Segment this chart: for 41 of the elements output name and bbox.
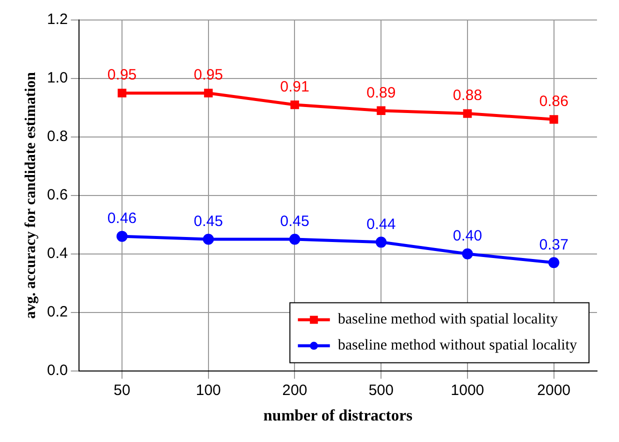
data-label: 0.89 — [366, 84, 396, 102]
x-tick-label: 500 — [368, 382, 394, 399]
point — [548, 257, 560, 268]
data-label: 0.95 — [107, 66, 137, 84]
point — [116, 230, 128, 242]
point — [549, 115, 558, 124]
x-tick-label: 50 — [114, 382, 130, 399]
data-label: 0.45 — [280, 212, 310, 230]
x-axis-title: number of distractors — [263, 408, 412, 425]
data-label: 0.45 — [194, 212, 223, 230]
y-tick-label: 0.2 — [46, 303, 68, 320]
data-label: 0.86 — [539, 93, 568, 110]
y-tick-label: 0.0 — [46, 362, 68, 379]
data-label: 0.40 — [452, 228, 482, 245]
x-tick-label: 200 — [282, 382, 308, 399]
legend-label: baseline method without spatial locality — [338, 338, 578, 354]
point — [462, 248, 473, 260]
y-tick-label: 1.2 — [46, 11, 68, 28]
point — [463, 109, 472, 118]
x-tick-label: 1000 — [450, 382, 484, 399]
point — [289, 234, 300, 245]
legend-label: baseline method with spatial locality — [338, 312, 558, 328]
y-tick-label: 0.4 — [46, 245, 68, 262]
point — [202, 234, 214, 245]
data-label: 0.88 — [452, 87, 482, 104]
data-label: 0.37 — [539, 236, 568, 254]
y-tick-label: 0.8 — [46, 128, 68, 146]
y-tick-label: 0.6 — [46, 186, 68, 204]
data-label: 0.95 — [194, 66, 223, 84]
point — [376, 236, 387, 248]
data-label: 0.46 — [107, 210, 137, 227]
data-label: 0.44 — [366, 216, 396, 233]
x-tick-label: 100 — [196, 382, 221, 399]
y-tick-label: 1.0 — [46, 70, 68, 87]
point — [118, 88, 126, 98]
y-axis-title: avg. accuracy for candidate estimation — [22, 71, 39, 319]
point — [290, 100, 300, 110]
data-label: 0.91 — [280, 78, 310, 96]
point — [204, 88, 213, 98]
x-tick-label: 2000 — [537, 382, 571, 399]
point — [376, 106, 386, 115]
